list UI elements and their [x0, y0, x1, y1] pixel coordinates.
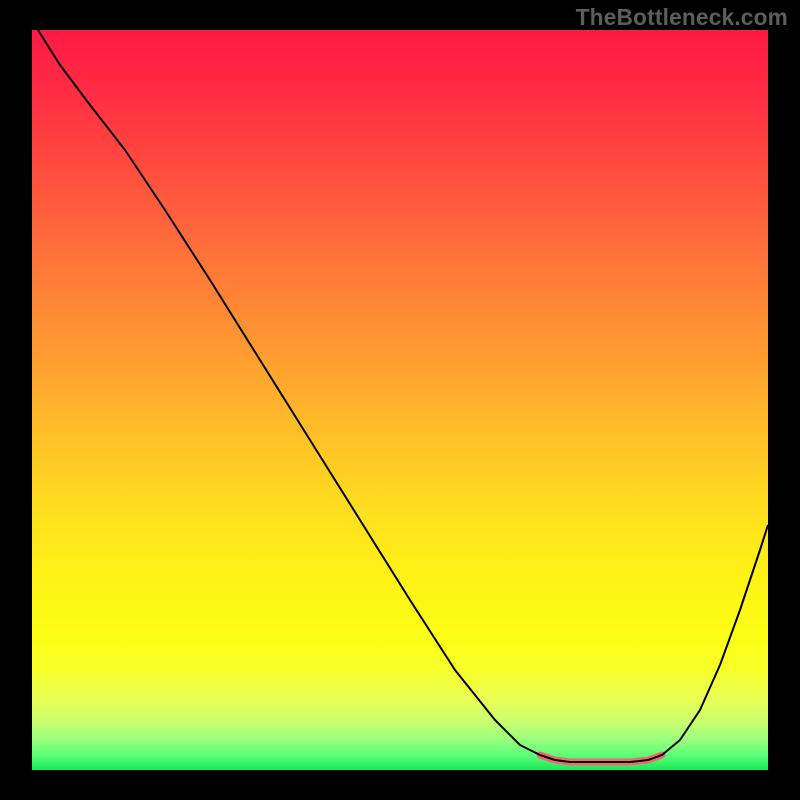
chart-stage: TheBottleneck.com — [0, 0, 800, 800]
watermark-text: TheBottleneck.com — [576, 4, 788, 31]
chart-svg — [0, 0, 800, 800]
gradient-background — [32, 30, 768, 770]
